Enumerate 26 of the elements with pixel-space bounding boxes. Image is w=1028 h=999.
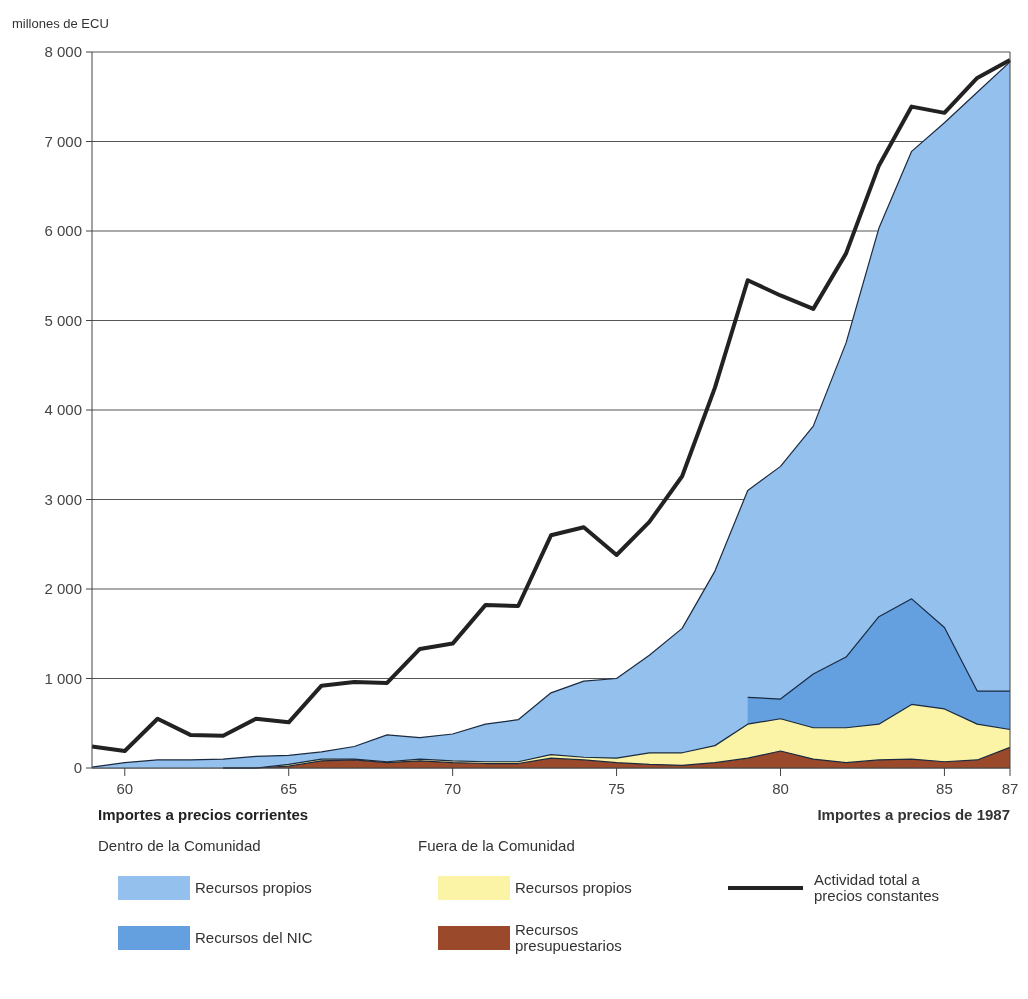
legend-label: Actividad total a precios constantes — [814, 871, 940, 904]
x-tick-label: 85 — [936, 780, 953, 797]
x-tick-label: 65 — [280, 780, 298, 797]
legend-label: Recursos propios — [515, 879, 632, 896]
y-tick-label: 8 000 — [44, 43, 82, 60]
text: Importes a precios de 1987 — [817, 806, 1010, 823]
legend-label: Recursos presupuestarios — [515, 921, 622, 954]
y-tick-label: 6 000 — [44, 222, 82, 239]
y-tick-label: 1 000 — [44, 669, 82, 687]
y-tick-label: 4 000 — [44, 401, 82, 418]
x-tick-label: 80 — [772, 780, 789, 797]
y-tick-label: 3 000 — [44, 490, 82, 508]
y-axis-title: millones de ECU — [12, 16, 109, 31]
text: Dentro de la Comunidad — [98, 837, 261, 854]
y-tick-label: 2 000 — [44, 580, 82, 597]
legend-label: Recursos propios — [195, 879, 312, 896]
x-tick-label: 87 — [1001, 780, 1019, 797]
legend-title: Importes a precios corrientes — [98, 806, 309, 823]
y-tick-label: 5 000 — [44, 311, 82, 329]
text: Fuera de la Comunidad — [418, 837, 575, 854]
x-tick-label: 70 — [444, 780, 461, 797]
x-tick-label: 75 — [608, 780, 625, 797]
legend-label: Recursos del NIC — [195, 929, 313, 946]
y-tick-label: 7 000 — [44, 132, 82, 150]
x-tick-label: 60 — [116, 780, 134, 797]
y-tick-label: 0 — [73, 759, 82, 776]
